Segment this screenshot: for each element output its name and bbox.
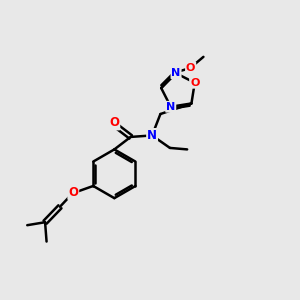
Text: O: O [68,186,78,199]
Text: O: O [109,116,119,130]
Text: O: O [186,63,195,73]
Text: N: N [147,129,157,142]
Text: O: O [190,78,200,88]
Text: N: N [166,102,176,112]
Text: N: N [171,68,181,78]
